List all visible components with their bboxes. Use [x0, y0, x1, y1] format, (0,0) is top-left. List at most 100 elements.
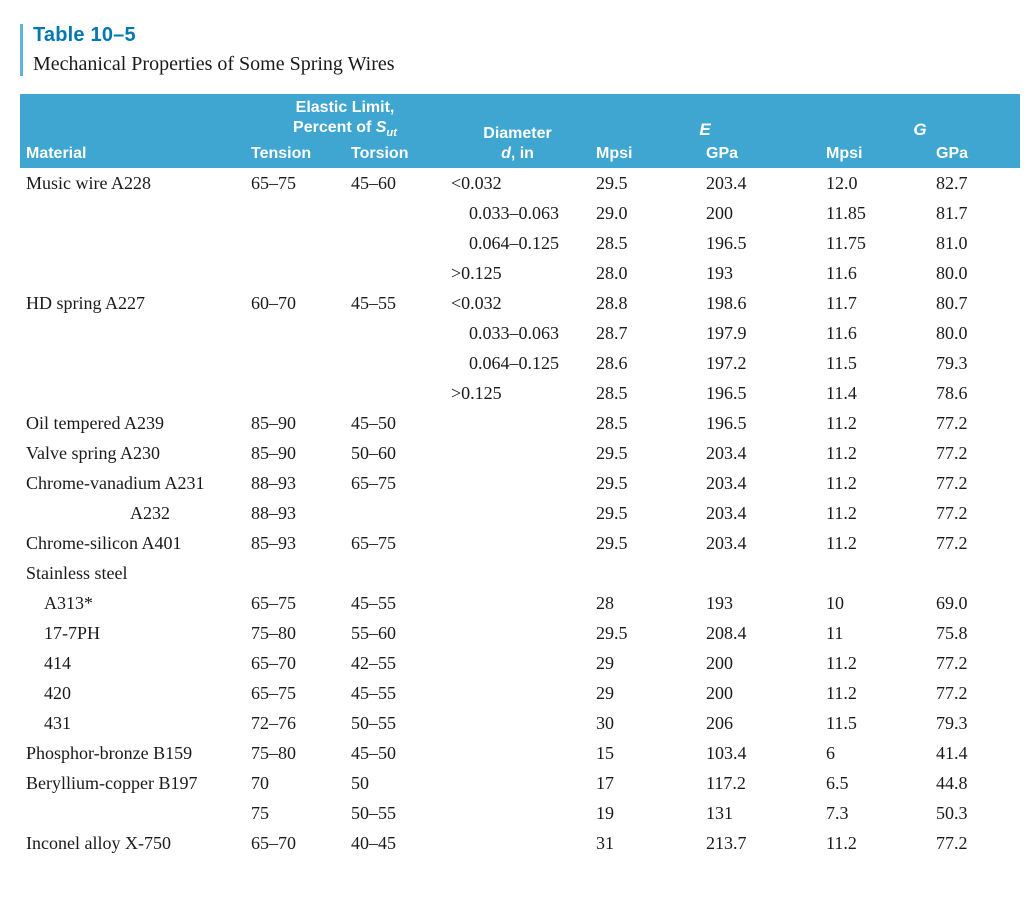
cell-E_Mpsi: 19 — [590, 798, 700, 828]
diameter-line1: Diameter — [483, 125, 551, 142]
elastic-limit-line2-pre: Percent of — [293, 119, 376, 136]
cell-G_GPa: 41.4 — [930, 738, 1020, 768]
cell-material: 420 — [20, 678, 245, 708]
col-header-group-E: E — [590, 94, 820, 140]
col-header-tension: Tension — [245, 140, 345, 168]
cell-G_Mpsi: 11.4 — [820, 378, 930, 408]
cell-tension: 70 — [245, 768, 345, 798]
cell-material: Phosphor-bronze B159 — [20, 738, 245, 768]
cell-material — [20, 348, 245, 378]
cell-material: Oil tempered A239 — [20, 408, 245, 438]
col-header-G-GPa: GPa — [930, 140, 1020, 168]
cell-G_Mpsi: 11.2 — [820, 678, 930, 708]
cell-material — [20, 798, 245, 828]
cell-E_GPa: 198.6 — [700, 288, 820, 318]
cell-E_GPa: 203.4 — [700, 438, 820, 468]
cell-diameter — [445, 498, 590, 528]
table-row: 7550–55191317.350.3 — [20, 798, 1020, 828]
cell-tension: 65–70 — [245, 828, 345, 858]
cell-tension — [245, 348, 345, 378]
cell-torsion: 65–75 — [345, 468, 445, 498]
table-row: Stainless steel — [20, 558, 1020, 588]
cell-G_Mpsi: 11.2 — [820, 408, 930, 438]
cell-G_GPa: 50.3 — [930, 798, 1020, 828]
cell-E_Mpsi: 31 — [590, 828, 700, 858]
cell-diameter — [445, 408, 590, 438]
cell-G_GPa: 81.7 — [930, 198, 1020, 228]
cell-tension: 75–80 — [245, 618, 345, 648]
cell-G_GPa: 77.2 — [930, 438, 1020, 468]
cell-E_GPa: 203.4 — [700, 168, 820, 198]
cell-E_GPa: 197.9 — [700, 318, 820, 348]
cell-material — [20, 198, 245, 228]
cell-material: 414 — [20, 648, 245, 678]
cell-E_Mpsi — [590, 558, 700, 588]
cell-material: 17-7PH — [20, 618, 245, 648]
cell-tension: 65–75 — [245, 588, 345, 618]
cell-G_Mpsi: 11 — [820, 618, 930, 648]
cell-material — [20, 258, 245, 288]
cell-material: Beryllium-copper B197 — [20, 768, 245, 798]
cell-material — [20, 318, 245, 348]
cell-tension: 75 — [245, 798, 345, 828]
cell-tension — [245, 258, 345, 288]
cell-torsion: 45–50 — [345, 408, 445, 438]
cell-torsion: 45–55 — [345, 678, 445, 708]
table-row: 0.033–0.06328.7197.911.680.0 — [20, 318, 1020, 348]
cell-E_Mpsi: 29.5 — [590, 468, 700, 498]
cell-torsion: 45–60 — [345, 168, 445, 198]
table-row: Beryllium-copper B197705017117.26.544.8 — [20, 768, 1020, 798]
cell-E_Mpsi: 28.5 — [590, 378, 700, 408]
cell-G_Mpsi: 11.7 — [820, 288, 930, 318]
cell-E_Mpsi: 28.0 — [590, 258, 700, 288]
table-header: Material Elastic Limit, Percent of Sut D… — [20, 94, 1020, 168]
cell-E_GPa: 200 — [700, 648, 820, 678]
cell-E_Mpsi: 29.5 — [590, 438, 700, 468]
cell-E_Mpsi: 29 — [590, 648, 700, 678]
cell-torsion — [345, 348, 445, 378]
col-header-E-GPa: GPa — [700, 140, 820, 168]
cell-G_GPa: 77.2 — [930, 678, 1020, 708]
table-row: A313*65–7545–55281931069.0 — [20, 588, 1020, 618]
cell-E_GPa: 196.5 — [700, 408, 820, 438]
cell-material: HD spring A227 — [20, 288, 245, 318]
cell-tension: 85–90 — [245, 408, 345, 438]
cell-G_Mpsi: 11.75 — [820, 228, 930, 258]
cell-diameter — [445, 708, 590, 738]
cell-E_Mpsi: 28.6 — [590, 348, 700, 378]
cell-tension — [245, 198, 345, 228]
cell-G_Mpsi: 11.5 — [820, 348, 930, 378]
cell-material: A313* — [20, 588, 245, 618]
cell-G_Mpsi: 11.85 — [820, 198, 930, 228]
table-row: 42065–7545–552920011.277.2 — [20, 678, 1020, 708]
cell-E_GPa: 193 — [700, 258, 820, 288]
cell-E_GPa — [700, 558, 820, 588]
cell-E_Mpsi: 17 — [590, 768, 700, 798]
table-number: Table 10–5 — [33, 24, 1004, 47]
cell-G_GPa: 44.8 — [930, 768, 1020, 798]
cell-E_GPa: 131 — [700, 798, 820, 828]
diameter-symbol: d — [501, 145, 511, 162]
cell-torsion: 45–55 — [345, 288, 445, 318]
cell-E_Mpsi: 28.8 — [590, 288, 700, 318]
cell-torsion: 50–60 — [345, 438, 445, 468]
cell-torsion: 50–55 — [345, 708, 445, 738]
cell-tension: 75–80 — [245, 738, 345, 768]
cell-torsion — [345, 498, 445, 528]
cell-G_GPa: 80.7 — [930, 288, 1020, 318]
cell-diameter: 0.064–0.125 — [445, 228, 590, 258]
cell-torsion: 55–60 — [345, 618, 445, 648]
table-row: Oil tempered A23985–9045–5028.5196.511.2… — [20, 408, 1020, 438]
col-header-G-Mpsi: Mpsi — [820, 140, 930, 168]
cell-E_GPa: 196.5 — [700, 378, 820, 408]
cell-tension — [245, 228, 345, 258]
cell-torsion: 45–55 — [345, 588, 445, 618]
cell-material — [20, 228, 245, 258]
cell-E_GPa: 203.4 — [700, 468, 820, 498]
cell-E_Mpsi: 29.0 — [590, 198, 700, 228]
table-row: 17-7PH75–8055–6029.5208.41175.8 — [20, 618, 1020, 648]
table-caption-block: Table 10–5 Mechanical Properties of Some… — [20, 24, 1004, 76]
cell-G_Mpsi: 10 — [820, 588, 930, 618]
cell-tension — [245, 318, 345, 348]
cell-diameter — [445, 528, 590, 558]
